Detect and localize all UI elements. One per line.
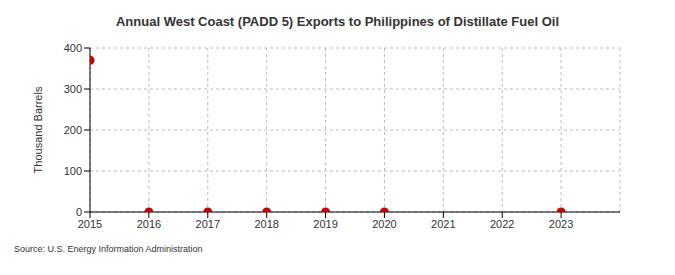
svg-text:200: 200	[64, 124, 82, 136]
svg-text:2023: 2023	[549, 218, 573, 230]
svg-text:2018: 2018	[254, 218, 278, 230]
svg-text:100: 100	[64, 165, 82, 177]
svg-text:2022: 2022	[490, 218, 514, 230]
svg-text:2017: 2017	[196, 218, 220, 230]
svg-text:2016: 2016	[137, 218, 161, 230]
svg-text:300: 300	[64, 83, 82, 95]
svg-text:400: 400	[64, 42, 82, 54]
html-text:Annual West Coast (PADD 5) Exp: Annual West Coast (PADD 5) Exports to Ph…	[116, 14, 559, 29]
svg-text:2015: 2015	[78, 218, 102, 230]
html-text:Source: U.S. Energy Informatio: Source: U.S. Energy Information Administ…	[14, 244, 203, 254]
svg-text:Thousand Barrels: Thousand Barrels	[32, 86, 44, 173]
svg-text:2019: 2019	[313, 218, 337, 230]
svg-text:2020: 2020	[372, 218, 396, 230]
svg-text:0: 0	[76, 206, 82, 218]
svg-text:2021: 2021	[431, 218, 455, 230]
